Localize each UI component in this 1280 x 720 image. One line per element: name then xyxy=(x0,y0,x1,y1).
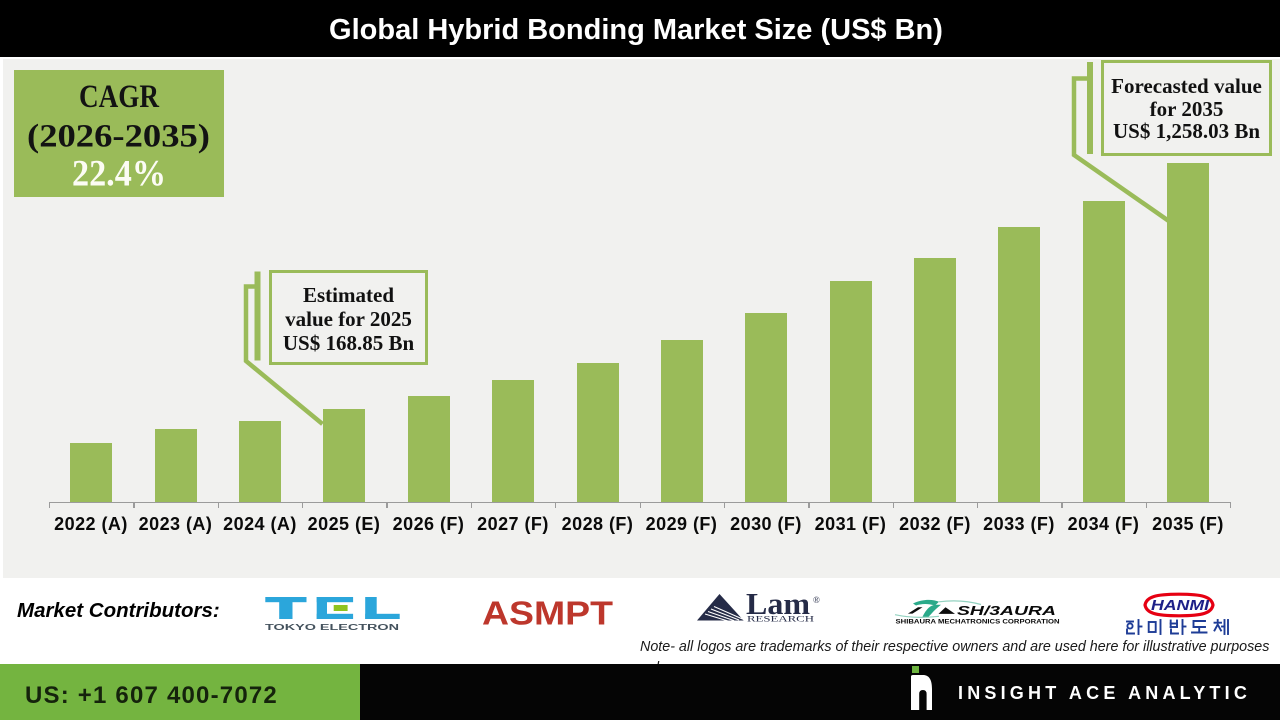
svg-text:TOKYO ELECTRON: TOKYO ELECTRON xyxy=(265,623,399,632)
svg-text:(2026-2035): (2026-2035) xyxy=(27,119,210,155)
svg-text:RESEARCH: RESEARCH xyxy=(747,614,814,624)
svg-text:Lam: Lam xyxy=(746,590,810,621)
svg-text:SH/3AURA: SH/3AURA xyxy=(957,603,1056,618)
svg-text:®: ® xyxy=(813,595,820,605)
svg-text:SHIBAURA MECHATRONICS CORPORAT: SHIBAURA MECHATRONICS CORPORATION xyxy=(896,619,1061,626)
svg-text:HANMI: HANMI xyxy=(1151,598,1210,614)
svg-text:CAGR: CAGR xyxy=(79,79,160,115)
svg-text:22.4%: 22.4% xyxy=(72,154,166,195)
svg-text:ASMPT: ASMPT xyxy=(482,598,613,628)
